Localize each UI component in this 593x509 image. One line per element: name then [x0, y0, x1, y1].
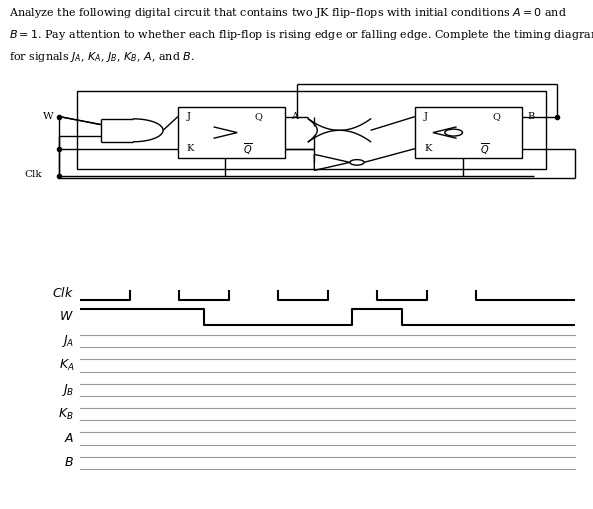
Text: J: J [187, 112, 191, 121]
Text: $A$: $A$ [64, 432, 74, 445]
Text: Q: Q [255, 112, 263, 121]
Bar [178, 107, 285, 158]
Text: Analyze the following digital circuit that contains two JK flip–flops with initi: Analyze the following digital circuit th… [9, 7, 567, 20]
Text: Q: Q [492, 112, 500, 121]
Text: K: K [424, 144, 431, 153]
Text: $Clk$: $Clk$ [52, 286, 74, 300]
Text: W: W [43, 112, 53, 121]
Bar [77, 92, 546, 169]
Text: $J_A$: $J_A$ [61, 333, 74, 349]
Text: K: K [187, 144, 194, 153]
Text: $K_B$: $K_B$ [59, 407, 74, 421]
Text: J: J [424, 112, 428, 121]
Text: $B$: $B$ [64, 456, 74, 469]
Text: $\overline{Q}$: $\overline{Q}$ [480, 140, 490, 157]
Text: Clk: Clk [24, 171, 42, 180]
Bar [415, 107, 522, 158]
Text: $K_A$: $K_A$ [59, 358, 74, 373]
Text: $J_B$: $J_B$ [61, 382, 74, 398]
Text: $\overline{Q}$: $\overline{Q}$ [243, 140, 253, 157]
Text: $B = 1$. Pay attention to whether each flip-flop is rising edge or falling edge.: $B = 1$. Pay attention to whether each f… [9, 29, 593, 42]
Text: $W$: $W$ [59, 310, 74, 323]
Text: for signals $J_A$, $K_A$, $J_B$, $K_B$, $A$, and $B$.: for signals $J_A$, $K_A$, $J_B$, $K_B$, … [9, 50, 195, 64]
Text: B: B [528, 112, 535, 121]
Text: A: A [291, 112, 298, 121]
